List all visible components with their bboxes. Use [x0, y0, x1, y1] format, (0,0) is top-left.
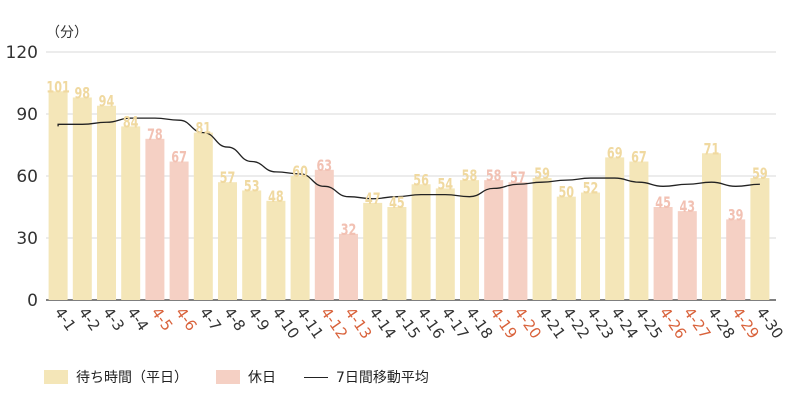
bar — [242, 190, 262, 300]
bar — [266, 200, 286, 300]
x-axis: 4-14-24-34-44-54-64-74-84-94-104-114-124… — [51, 304, 787, 342]
bar — [629, 161, 649, 300]
bar-value-label: 67 — [631, 149, 647, 167]
bar — [411, 184, 431, 300]
x-tick-label: 4-8 — [220, 304, 249, 334]
bar — [605, 157, 625, 300]
x-tick-label: 4-1 — [51, 304, 80, 334]
bar-value-label: 69 — [607, 145, 623, 163]
legend-label-weekday: 待ち時間（平日） — [76, 370, 188, 386]
bar-value-label: 60 — [292, 164, 308, 182]
bar — [72, 97, 92, 300]
bar-value-label: 52 — [583, 180, 599, 198]
bar — [363, 202, 383, 300]
bar-value-label: 45 — [655, 195, 671, 213]
bar-value-label: 58 — [486, 168, 502, 186]
y-axis: 0 30 60 90 120 — [6, 43, 38, 311]
bar-value-label: 94 — [99, 93, 115, 111]
bar — [97, 105, 116, 300]
legend-item-average: 7日間移動平均 — [304, 367, 429, 387]
bar — [339, 233, 358, 300]
x-tick-label: 4-3 — [99, 304, 128, 334]
bar-value-label: 57 — [220, 170, 236, 188]
bar-value-label: 57 — [510, 170, 526, 188]
x-tick-label: 4-2 — [75, 304, 104, 334]
bar-value-label: 47 — [365, 190, 381, 208]
bar-value-label: 54 — [437, 176, 453, 194]
legend-swatch-holiday — [216, 370, 240, 384]
bar — [484, 180, 504, 300]
bar — [435, 188, 455, 300]
bar-value-label: 63 — [316, 157, 332, 175]
bar — [193, 132, 213, 300]
bar-value-label: 84 — [123, 114, 139, 132]
bar-value-label: 32 — [341, 221, 357, 239]
legend-item-holiday: 休日 — [216, 367, 276, 387]
legend-label-holiday: 休日 — [248, 370, 276, 386]
bar-value-label: 78 — [147, 126, 163, 144]
bar-value-label: 71 — [704, 141, 720, 159]
y-tick-label: 0 — [27, 291, 38, 311]
y-tick-label: 60 — [16, 167, 38, 187]
bar-value-label: 56 — [413, 172, 429, 190]
x-tick-label: 4-7 — [196, 304, 225, 334]
bar — [508, 182, 528, 300]
moving-average-path — [57, 117, 760, 200]
bar-value-label: 98 — [74, 85, 90, 103]
bar — [218, 182, 237, 300]
bar-value-label: 48 — [268, 188, 284, 206]
y-tick-label: 120 — [6, 43, 38, 63]
bar — [145, 138, 165, 300]
bar-value-label: 39 — [728, 207, 744, 225]
bar — [460, 180, 479, 300]
bar — [314, 169, 334, 300]
bar — [121, 126, 141, 301]
bar — [750, 178, 770, 300]
bar-value-label: 43 — [679, 199, 695, 217]
y-axis-unit-label: （分） — [46, 25, 88, 41]
bar-value-label: 45 — [389, 195, 405, 213]
y-tick-label: 90 — [16, 105, 38, 125]
x-tick-label: 4-6 — [172, 304, 201, 334]
y-tick-label: 30 — [16, 229, 38, 249]
x-tick-label: 4-4 — [123, 304, 152, 334]
bar-value-label: 67 — [171, 149, 187, 167]
bar — [677, 211, 697, 300]
bar — [532, 178, 552, 300]
bar-value-label: 58 — [462, 168, 478, 186]
legend: 待ち時間（平日） 休日 7日間移動平均 — [44, 367, 457, 387]
bar — [653, 207, 673, 300]
bar-value-label: 59 — [752, 166, 768, 184]
legend-swatch-weekday — [44, 370, 68, 384]
bar — [726, 219, 746, 300]
bar — [48, 91, 68, 301]
bar — [556, 196, 576, 300]
bar-value-label: 50 — [558, 184, 574, 202]
bar — [581, 192, 600, 300]
legend-label-average: 7日間移動平均 — [336, 370, 429, 386]
bar-value-label: 101 — [46, 79, 69, 97]
x-tick-label: 4-9 — [244, 304, 273, 334]
x-tick-label: 4-30 — [753, 304, 787, 342]
bar-value-label: 53 — [244, 178, 260, 196]
bar-value-label: 81 — [195, 120, 211, 138]
legend-swatch-average — [304, 376, 328, 378]
bars — [48, 91, 770, 301]
moving-average-line — [57, 117, 760, 200]
bar — [387, 207, 407, 300]
bar — [702, 153, 721, 300]
x-tick-label: 4-5 — [148, 304, 177, 334]
bar-value-label: 59 — [534, 166, 550, 184]
bar — [169, 161, 189, 300]
value-labels: 101 98 94 84 78 67 81 57 53 48 60 63 32 47 45 56 54 58 58 5… — [46, 79, 767, 239]
bar — [290, 176, 310, 300]
legend-item-weekday: 待ち時間（平日） — [44, 367, 188, 387]
